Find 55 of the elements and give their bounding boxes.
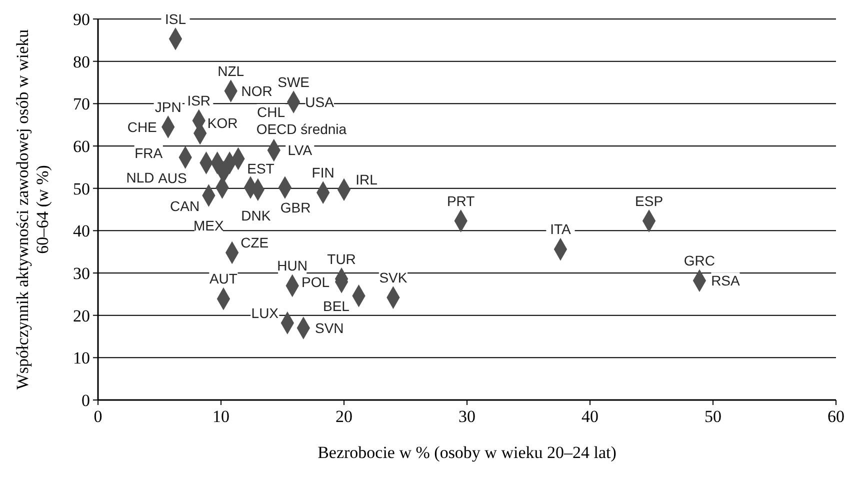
annotation: HUN [277, 258, 308, 274]
y-tick-label: 80 [73, 52, 90, 72]
y-tick-label: 20 [73, 306, 90, 326]
y-tick-label: 50 [73, 179, 90, 198]
annotation: IRL [356, 172, 378, 188]
annotation: CHE [127, 118, 157, 135]
annotation: FRA [134, 144, 164, 161]
y-tick-label: 40 [73, 222, 90, 241]
annotation: RSA [711, 272, 741, 289]
annotation: OECD średnia [256, 120, 347, 137]
x-axis-title: Bezrobocie w % (osoby w wieku 20–24 lat) [318, 443, 616, 462]
annotation: GRC [684, 252, 716, 269]
x-tick-label: 50 [704, 407, 722, 426]
y-tick-label: 10 [73, 348, 90, 368]
x-tick-label: 40 [582, 407, 598, 426]
annotation: EST [247, 160, 275, 177]
annotation: LUX [251, 304, 280, 321]
x-tick-label: 10 [212, 407, 230, 426]
annotation: BEL [323, 298, 350, 314]
annotation: TUR [327, 250, 356, 267]
annotation: SVK [379, 269, 408, 286]
annotation: ITA [550, 221, 572, 238]
annotation: KOR [207, 115, 238, 132]
x-tick-label: 20 [336, 407, 352, 426]
annotation: NOR [241, 82, 272, 99]
annotation: CZE [240, 234, 269, 251]
annotation: MEX [194, 217, 225, 234]
annotation: NLD [126, 169, 154, 186]
annotation: GBR [280, 199, 311, 216]
annotation: POL [302, 274, 330, 290]
y-tick-label: 70 [73, 94, 90, 114]
y-tick-label: 90 [73, 10, 90, 29]
annotation: SVN [315, 320, 344, 336]
annotation: CHL [257, 104, 286, 120]
annotation: CAN [170, 198, 200, 214]
y-tick-label: 30 [73, 264, 90, 283]
y-axis-title: Współczynnik aktywności zawodowej osób w wieku 60–64 (w %) [13, 28, 52, 390]
annotation: ISR [187, 92, 211, 108]
x-tick-label: 30 [458, 407, 476, 426]
x-tick-label: 60 [828, 407, 844, 426]
annotation: USA [305, 94, 335, 110]
annotation: SWE [278, 74, 310, 90]
y-tick-label: 0 [82, 390, 90, 410]
annotation: NZL [218, 62, 244, 79]
x-tick-label: 0 [94, 407, 102, 426]
annotation: LVA [288, 142, 313, 158]
annotation: ESP [635, 192, 664, 209]
annotation: ISL [164, 10, 186, 27]
annotation: DNK [241, 207, 272, 224]
y-tick-label: 60 [73, 136, 90, 156]
annotation: AUT [209, 270, 238, 287]
annotation: AUS [158, 170, 187, 186]
annotation: JPN [154, 98, 182, 115]
annotation: PRT [446, 192, 476, 209]
annotation: FIN [312, 164, 334, 180]
